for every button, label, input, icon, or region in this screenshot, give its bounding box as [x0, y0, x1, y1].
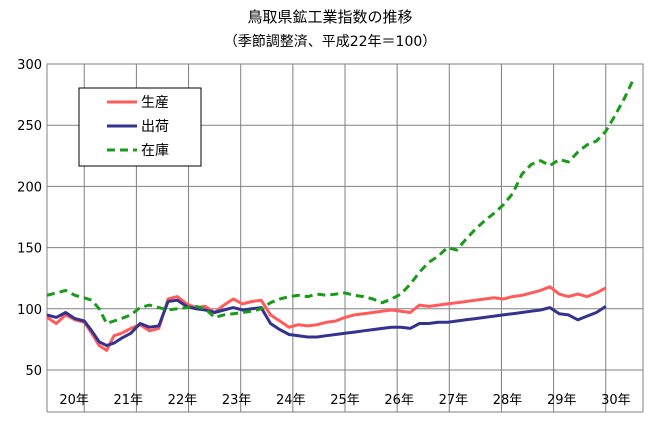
legend-box: [78, 87, 202, 167]
y-tick-label: 50: [25, 364, 42, 379]
x-category-label: 25年: [330, 393, 360, 408]
series-line: [46, 78, 636, 325]
y-tick-label: 250: [17, 119, 42, 134]
chart-subtitle: （季節調整済、平成22年＝100）: [224, 33, 437, 50]
y-tick-label: 150: [17, 242, 42, 257]
x-category-label: 21年: [113, 393, 143, 408]
x-category-label: 23年: [222, 393, 252, 408]
chart-title: 鳥取県鉱工業指数の推移: [247, 8, 412, 26]
x-category-label: 20年: [59, 393, 89, 408]
y-tick-label: 200: [17, 180, 42, 195]
x-category-label: 28年: [493, 393, 523, 408]
y-tick-label: 300: [17, 58, 42, 73]
x-category-label: 27年: [439, 393, 469, 408]
x-category-label: 26年: [384, 393, 414, 408]
legend-label: 出荷: [141, 119, 169, 135]
y-tick-label: 100: [17, 303, 42, 318]
x-category-label: 22年: [168, 393, 198, 408]
legend-label: 生産: [141, 95, 169, 111]
x-axis-categories: 20年 21年 22年 23年 24年 25年 26年 27年 28年 29年 30年: [46, 370, 644, 413]
y-axis-ticks: 50 100 150 200 250 300: [17, 58, 42, 379]
series-line: [46, 285, 607, 352]
legend-label: 在庫: [141, 142, 169, 159]
x-category-label: 24年: [276, 393, 306, 408]
series-lines: [46, 78, 636, 352]
x-category-label: 29年: [547, 393, 577, 408]
x-category-label: 30年: [601, 393, 631, 408]
series-line: [46, 298, 607, 347]
